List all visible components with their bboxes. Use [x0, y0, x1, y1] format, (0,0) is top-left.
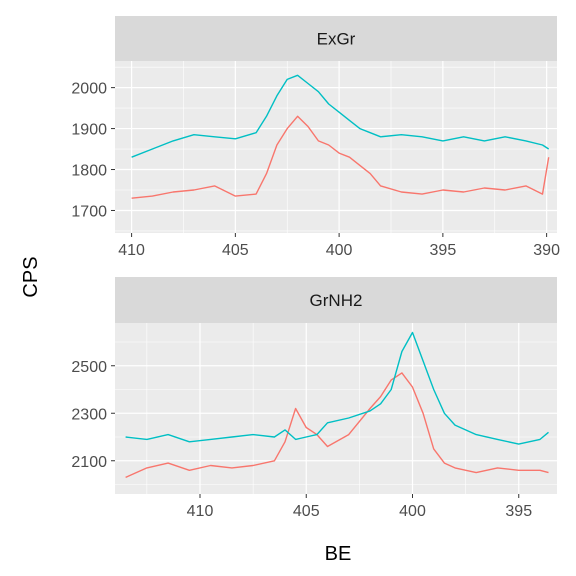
- x-tick-label: 400: [399, 503, 426, 520]
- y-tick-label: 2100: [71, 454, 107, 471]
- series-line-0: [131, 115, 550, 199]
- x-tick-label: 410: [118, 242, 145, 259]
- y-tick-label: 2500: [71, 359, 107, 376]
- facet-strip: [115, 277, 557, 323]
- series-line-1: [131, 74, 550, 158]
- y-tick-label: 1700: [71, 203, 107, 220]
- facet-strip-label: GrNH2: [310, 291, 363, 310]
- panel-grnh2: GrNH2 2100 2300 2500 410 405 400 395: [71, 277, 557, 520]
- x-tick-label: 395: [430, 242, 457, 259]
- x-tick-label: 410: [187, 503, 214, 520]
- panel-background: [115, 323, 557, 494]
- x-axis-title: BE: [325, 543, 352, 565]
- y-tick-label: 2300: [71, 406, 107, 423]
- y-axis-title: CPS: [20, 256, 42, 297]
- facet-strip-label: ExGr: [317, 30, 356, 49]
- panel-background: [115, 61, 557, 233]
- x-tick-label: 400: [326, 242, 353, 259]
- series-line-1: [125, 331, 549, 445]
- y-tick-label: 1900: [71, 122, 107, 139]
- panel-exgr: ExGr 1700 1800 1900 2000 410 405 400 395 390: [71, 16, 560, 259]
- facet-strip: [115, 16, 557, 61]
- y-tick-label: 2000: [71, 81, 107, 98]
- series-line-0: [125, 372, 549, 479]
- x-tick-label: 405: [293, 503, 320, 520]
- x-tick-label: 395: [505, 503, 532, 520]
- y-tick-label: 1800: [71, 163, 107, 180]
- x-tick-label: 405: [222, 242, 249, 259]
- x-tick-label: 390: [533, 242, 560, 259]
